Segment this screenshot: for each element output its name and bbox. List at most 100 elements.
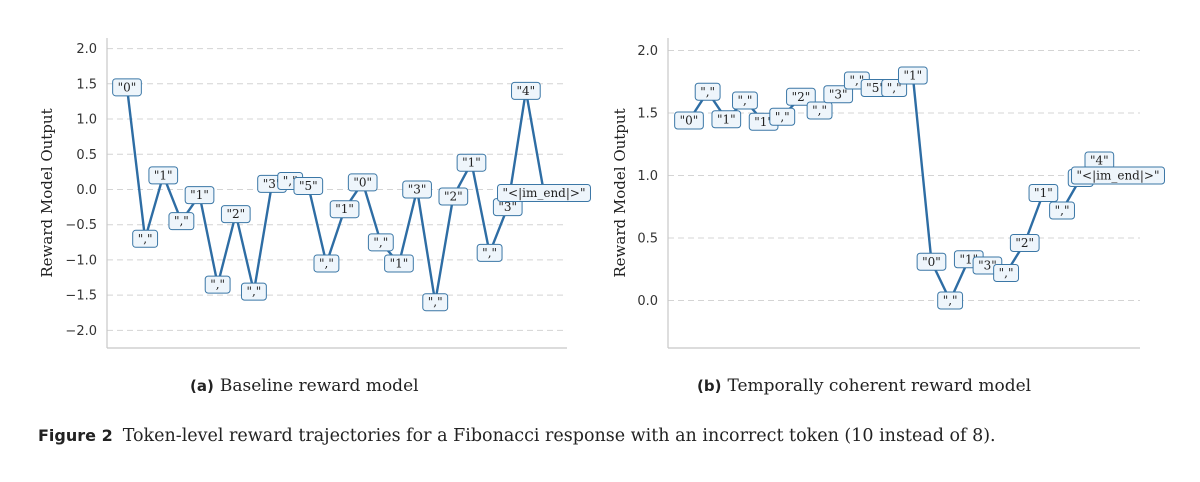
- panel-a-token-label: "<|im_end|>": [503, 186, 586, 200]
- panel-b-token-label: ",": [738, 94, 753, 108]
- panel-a-token-label: ",": [210, 278, 225, 292]
- panel-a-subcaption-text: Baseline reward model: [219, 376, 419, 396]
- panel-b-token-label: ",": [887, 81, 902, 95]
- panel-b-token-box: [694, 82, 721, 101]
- panel-b-token-label: "1": [754, 115, 773, 129]
- panel-b-token-label: "3": [978, 259, 997, 273]
- panel-a-ytick-label: 1.0: [76, 113, 97, 128]
- panel-b-token-label: ",": [700, 85, 715, 99]
- panel-b-token-point: ",": [806, 101, 833, 120]
- panel-b-token-point: "1": [711, 110, 742, 129]
- panel-a-token-point: ",": [132, 229, 159, 248]
- panel-a-token-box: [384, 254, 414, 273]
- panel-a-token-point: ",": [367, 233, 394, 252]
- panel-b-token-label: ",": [1055, 204, 1070, 218]
- panel-b-token-point: "1": [1028, 184, 1059, 202]
- panel-a-token-label: "2": [226, 207, 245, 221]
- panel-b-token-box: [993, 264, 1020, 282]
- panel-b-subcaption-tag: (b): [697, 377, 722, 395]
- panel-a-token-label: "3": [498, 200, 517, 214]
- panel-a-token-box: [204, 275, 231, 294]
- panel-a-token-point: "1": [456, 153, 487, 172]
- panel-a-token-point: "1": [184, 186, 215, 205]
- panel-a-token-box: [476, 243, 503, 262]
- panel-a-token-box: [329, 200, 360, 219]
- figure-caption-text: Token-level reward trajectories for a Fi…: [122, 426, 996, 446]
- panel-b-token-box: [674, 111, 704, 130]
- panel-b-token-box: [806, 101, 833, 120]
- panel-b-token-box: [1028, 184, 1059, 202]
- panel-b-token-label: "0": [680, 114, 699, 128]
- panel-a-token-label: "1": [190, 188, 209, 202]
- panel-a-token-box: [168, 212, 195, 231]
- panel-a-ytick-label: −1.0: [65, 253, 97, 268]
- panel-b-token-point: ",": [694, 82, 721, 101]
- panel-b-ytick-label: 0.5: [637, 232, 658, 247]
- panel-a-token-box: [438, 187, 469, 206]
- panel-a-token-point: ",": [313, 254, 340, 273]
- panel-a-token-box: [313, 254, 340, 273]
- figure-caption: Figure 2 Token-level reward trajectories …: [38, 426, 996, 446]
- panel-a-token-label: ",": [174, 214, 189, 228]
- panel-b-token-box: [1049, 201, 1075, 220]
- panel-a-token-box: [132, 229, 159, 248]
- panel-a-token-point: "<|im_end|>": [497, 184, 591, 202]
- panel-b-token-point: ",": [1049, 201, 1075, 220]
- panel-a-chart: 2.0 1.5 1.0 0.5 0.0 −0.5 −1.0 −1.5 −2.0 Reward Mo…: [38, 38, 591, 349]
- panel-b-token-point: "2": [1009, 234, 1040, 252]
- panel-a-ytick-label: 2.0: [76, 42, 97, 57]
- panel-a-token-point: ",": [422, 293, 449, 312]
- panel-a-token-box: [402, 180, 432, 199]
- panel-b-token-label: ",": [943, 294, 958, 308]
- panel-b-ytick-label: 2.0: [637, 44, 658, 59]
- panel-a-token-box: [240, 282, 267, 301]
- panel-b-token-label: ",": [812, 104, 827, 118]
- panel-a-ytick-label: −1.5: [65, 289, 97, 304]
- panel-b-token-point: "0": [674, 111, 704, 130]
- panel-b-ytick-label: 1.0: [637, 169, 658, 184]
- panel-b-token-label: ",": [999, 266, 1014, 280]
- panel-b-token-box: [1071, 166, 1165, 185]
- panel-a-ytick-label: −2.0: [65, 324, 97, 339]
- panel-a-token-box: [511, 81, 541, 100]
- panel-b-token-point: "0": [916, 252, 947, 271]
- panel-b-token-label: "1": [903, 69, 922, 83]
- panel-a-token-box: [112, 78, 142, 97]
- panel-b-ytick-label: 1.5: [637, 107, 658, 122]
- panel-a-token-box: [184, 186, 215, 205]
- panel-a-token-label: "1": [154, 168, 173, 182]
- panel-b-token-point: "4": [1084, 151, 1115, 170]
- panel-a-token-box: [367, 233, 394, 252]
- panel-b-token-point: "2": [786, 87, 816, 106]
- panel-a-ytick-label: −0.5: [65, 218, 97, 233]
- panel-a-token-label: "1": [335, 202, 354, 216]
- panel-a-token-point: "3": [402, 180, 432, 199]
- panel-b-token-label: ",": [849, 74, 864, 88]
- panel-a-token-point: "3": [492, 198, 523, 217]
- panel-a-ytick-label: 0.0: [76, 183, 97, 198]
- panel-a-token-point: ",": [204, 275, 231, 294]
- panel-b-token-label: "5": [866, 81, 885, 95]
- panel-a-token-label: "3": [408, 182, 427, 196]
- panel-a-token-box: [497, 184, 591, 202]
- panel-b-token-label: "0": [922, 255, 941, 269]
- panel-a-token-point: "2": [438, 187, 469, 206]
- panel-a-token-label: ",": [246, 285, 261, 299]
- panel-a-ylabel: Reward Model Output: [38, 108, 56, 277]
- panel-a-token-point: "1": [329, 200, 360, 219]
- panel-b-subcaption: (b) Temporally coherent reward model: [697, 376, 1031, 396]
- panel-b-token-label: "1": [1034, 186, 1053, 200]
- panel-b-token-point: "1": [897, 66, 928, 85]
- panel-a-token-label: ",": [373, 235, 388, 249]
- panel-a-token-box: [347, 173, 378, 192]
- panel-b-token-box: [786, 87, 816, 106]
- panel-b-token-point: "3": [823, 85, 854, 104]
- panel-b-token-box: [937, 291, 964, 310]
- panel-a-token-point: "5": [293, 176, 324, 195]
- panel-a-token-box: [456, 153, 487, 172]
- panel-a-token-point: ",": [168, 212, 195, 231]
- panel-a-token-point: ",": [240, 282, 267, 301]
- panel-a-token-label: "1": [390, 256, 409, 270]
- panel-b-token-label: ",": [775, 110, 790, 124]
